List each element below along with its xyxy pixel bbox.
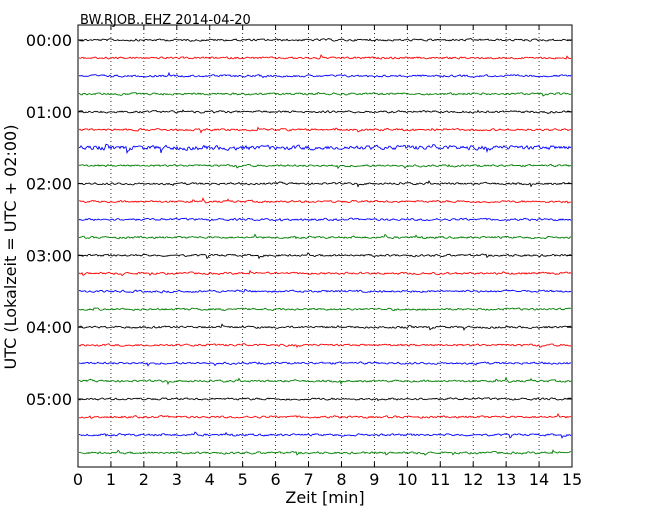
seismic-trace bbox=[78, 361, 572, 367]
y-tick-label: 05:00 bbox=[26, 390, 72, 409]
axis-tick-labels: 0 1 2 3 4 5 6 7 8 9 10 11 12 13 14 1500:0001:0002:0003:… bbox=[26, 31, 582, 489]
x-tick-label: 13 bbox=[496, 470, 516, 489]
seismic-trace bbox=[78, 307, 572, 312]
x-tick-label: 6 bbox=[271, 470, 281, 489]
x-tick-label: 8 bbox=[336, 470, 346, 489]
seismic-trace bbox=[78, 269, 572, 277]
seismic-trace bbox=[78, 217, 572, 222]
x-tick-label: 0 bbox=[73, 470, 83, 489]
x-tick-label: 12 bbox=[463, 470, 483, 489]
seismic-trace bbox=[78, 376, 572, 386]
seismic-trace bbox=[78, 143, 572, 155]
chart-title: BW.RJOB..EHZ 2014-04-20 bbox=[80, 13, 251, 28]
x-tick-label: 14 bbox=[529, 470, 549, 489]
x-tick-label: 7 bbox=[303, 470, 313, 489]
seismic-trace bbox=[78, 92, 572, 97]
seismic-trace bbox=[78, 252, 572, 260]
y-tick-label: 02:00 bbox=[26, 175, 72, 194]
seismic-trace bbox=[78, 431, 572, 439]
y-tick-label: 00:00 bbox=[26, 31, 72, 50]
axis-ticks bbox=[77, 25, 573, 467]
x-tick-label: 5 bbox=[238, 470, 248, 489]
x-tick-label: 4 bbox=[205, 470, 215, 489]
seismic-trace bbox=[78, 412, 572, 419]
seismic-trace bbox=[78, 288, 572, 294]
x-tick-label: 9 bbox=[369, 470, 379, 489]
seismic-trace bbox=[78, 109, 572, 115]
y-tick-label: 01:00 bbox=[26, 103, 72, 122]
seismic-trace bbox=[78, 343, 572, 348]
seismic-trace bbox=[78, 323, 572, 331]
seismic-trace bbox=[78, 71, 572, 79]
seismic-trace bbox=[78, 180, 572, 188]
seismic-traces bbox=[78, 38, 572, 456]
seismic-trace bbox=[78, 163, 572, 170]
seismic-trace bbox=[78, 449, 572, 456]
x-axis-title: Zeit [min] bbox=[285, 488, 364, 507]
x-tick-label: 1 bbox=[106, 470, 116, 489]
x-tick-label: 2 bbox=[139, 470, 149, 489]
plot-frame bbox=[77, 24, 573, 468]
x-tick-label: 11 bbox=[430, 470, 450, 489]
x-tick-label: 3 bbox=[172, 470, 182, 489]
seismic-trace bbox=[78, 126, 572, 134]
x-tick-label: 10 bbox=[397, 470, 417, 489]
y-tick-label: 04:00 bbox=[26, 318, 72, 337]
y-axis-title: UTC (Lokalzeit = UTC + 02:00) bbox=[1, 125, 20, 370]
seismic-trace bbox=[78, 54, 572, 60]
seismic-trace bbox=[78, 233, 572, 240]
seismic-trace bbox=[78, 397, 572, 402]
seismic-trace bbox=[78, 38, 572, 42]
y-tick-label: 03:00 bbox=[26, 246, 72, 265]
x-tick-label: 15 bbox=[562, 470, 582, 489]
grid-lines bbox=[110, 25, 540, 467]
seismic-trace bbox=[78, 197, 572, 204]
